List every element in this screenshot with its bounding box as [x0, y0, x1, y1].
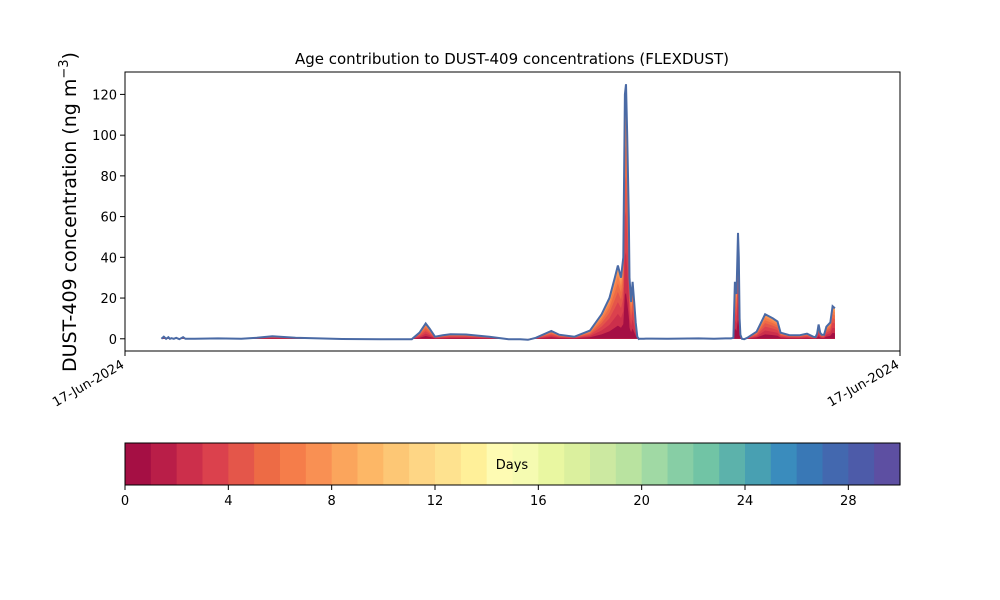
colorbar-segment	[202, 443, 229, 485]
y-tick-label: 40	[100, 251, 117, 266]
colorbar-segment	[383, 443, 410, 485]
colorbar-segment	[822, 443, 849, 485]
colorbar-segment	[150, 443, 178, 485]
colorbar-segment	[848, 443, 875, 485]
y-tick-label: 120	[92, 88, 117, 103]
colorbar-tick-label: 0	[121, 494, 129, 509]
colorbar-segment	[615, 443, 643, 485]
y-axis-label: DUST-409 concentration (ng m−3)	[57, 52, 81, 372]
colorbar-segment	[125, 443, 152, 485]
colorbar-segment	[409, 443, 436, 485]
total-concentration-line	[160, 84, 836, 341]
y-tick-label: 100	[92, 129, 117, 144]
colorbar-segment	[486, 443, 514, 485]
colorbar-tick-label: 8	[328, 494, 336, 509]
y-axis-label-main: DUST-409 concentration (ng m	[59, 79, 81, 372]
colorbar: 0 4 8 12 16 20 24 28	[121, 442, 901, 509]
colorbar-segment	[874, 443, 901, 485]
colorbar-tick-label: 28	[840, 494, 857, 509]
colorbar-tick-label: 4	[224, 494, 232, 509]
y-tick-label: 0	[109, 333, 117, 348]
colorbar-segment	[770, 443, 798, 485]
colorbar-segment	[228, 443, 255, 485]
plot-frame	[124, 71, 901, 352]
colorbar-tick-label: 24	[737, 494, 754, 509]
colorbar-frame	[124, 442, 901, 486]
y-axis-label-superscript: −3	[57, 59, 72, 78]
colorbar-segment	[176, 443, 204, 485]
colorbar-segment	[305, 443, 333, 485]
colorbar-segment	[254, 443, 281, 485]
colorbar-tick-label: 12	[427, 494, 444, 509]
colorbar-label: Days	[496, 458, 529, 473]
y-tick-label: 80	[100, 170, 117, 185]
colorbar-segment	[331, 443, 359, 485]
colorbar-segment	[590, 443, 617, 485]
x-tick-label: 17-Jun-2024	[825, 357, 902, 410]
colorbar-segment	[641, 443, 669, 485]
colorbar-tick-label: 16	[530, 494, 547, 509]
colorbar-tick-label: 20	[633, 494, 650, 509]
y-tick-label: 20	[100, 292, 117, 307]
colorbar-segment	[538, 443, 565, 485]
colorbar-segment	[667, 443, 694, 485]
colorbar-segment	[719, 443, 746, 485]
colorbar-segment	[745, 443, 772, 485]
colorbar-segment	[460, 443, 488, 485]
y-tick-label: 60	[100, 211, 117, 226]
colorbar-segment	[693, 443, 720, 485]
colorbar-segment	[435, 443, 462, 485]
colorbar-segment	[796, 443, 824, 485]
colorbar-segment	[280, 443, 307, 485]
y-axis-label-close: )	[59, 52, 81, 59]
chart-title: Age contribution to DUST-409 concentrati…	[295, 50, 729, 68]
colorbar-segment	[564, 443, 591, 485]
colorbar-segment	[512, 443, 539, 485]
colorbar-segment	[357, 443, 384, 485]
